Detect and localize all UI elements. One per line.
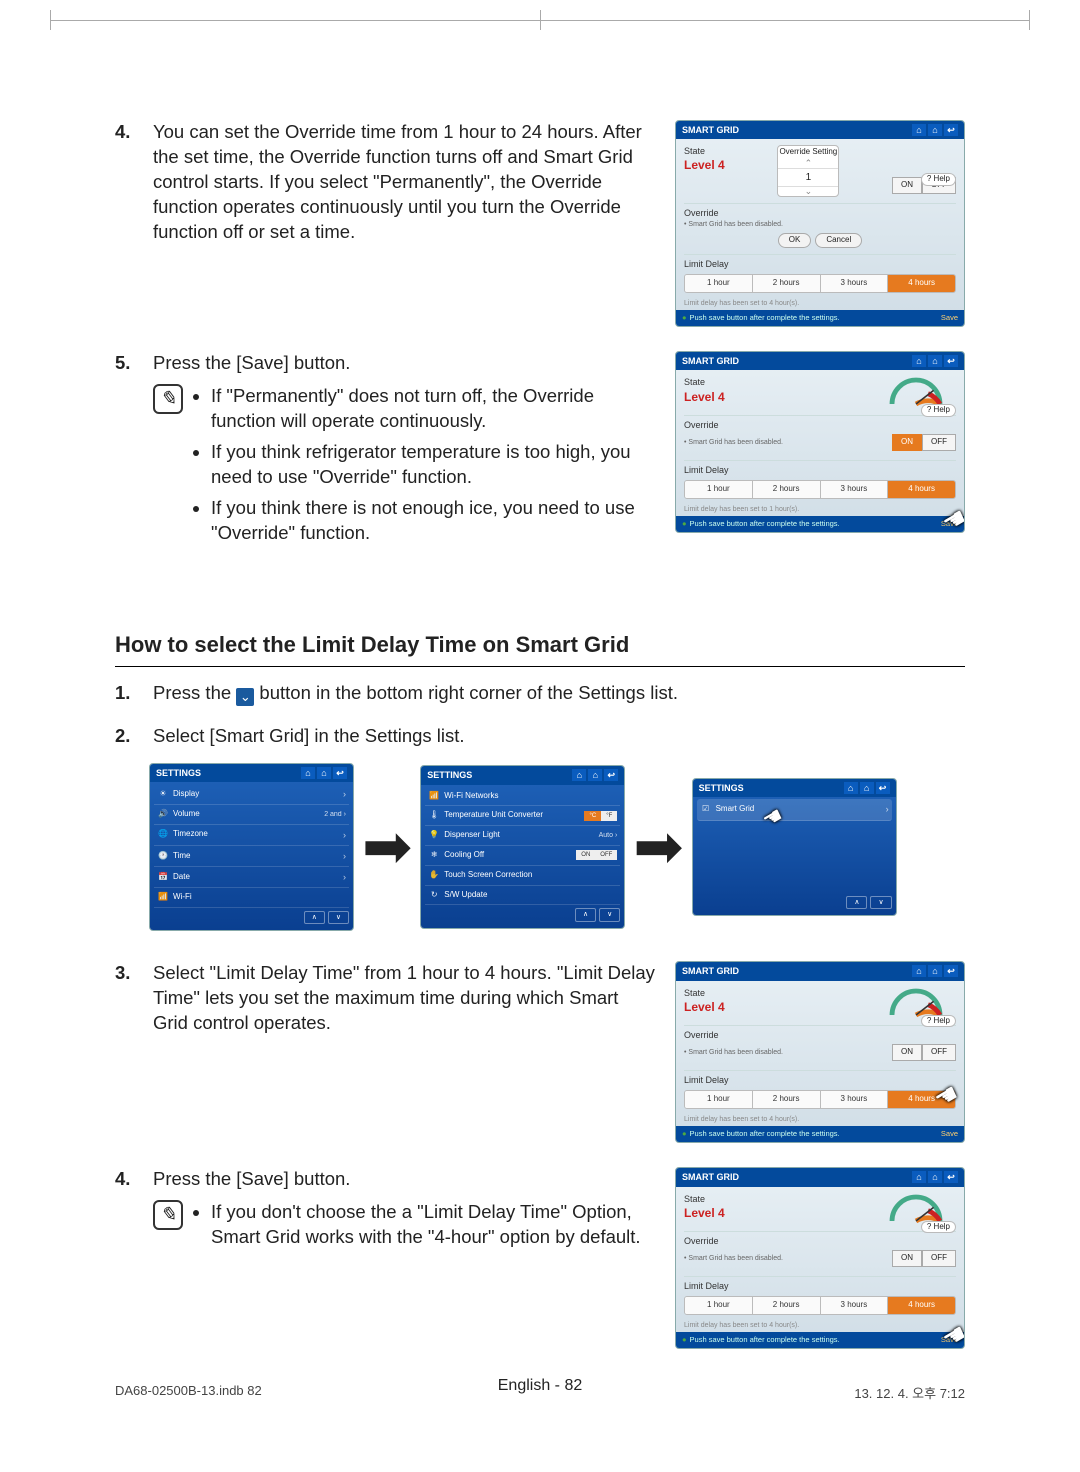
state-label: State	[684, 145, 725, 157]
step-2: 2. Select [Smart Grid] in the Settings l…	[115, 724, 965, 749]
screenshot-limit-delay: SMART GRID⌂⌂↩ StateLevel 4 ? Help Overri…	[675, 961, 965, 1143]
save-button[interactable]: Save	[941, 1335, 958, 1345]
note-icon: ✎	[153, 384, 183, 414]
override-stepper[interactable]: Override Setting ⌃ 1 ⌄	[777, 145, 839, 197]
step-text: You can set the Override time from 1 hou…	[153, 120, 655, 245]
note-icon: ✎	[153, 1200, 183, 1230]
limit-delay-label: Limit Delay	[684, 254, 956, 270]
note-step5: ✎ If "Permanently" does not turn off, th…	[153, 384, 655, 552]
arrow-icon: ➡	[633, 823, 683, 871]
smart-grid-item[interactable]: ☑Smart Grid›	[697, 799, 892, 820]
stepper-value: 1	[778, 168, 838, 188]
screenshot-settings-1: SETTINGS⌂⌂↩ ☀Display› 🔊Volume2 and › 🌐Ti…	[149, 763, 354, 932]
section-heading: How to select the Limit Delay Time on Sm…	[115, 630, 965, 660]
step-1: 1. Press the ⌄ button in the bottom righ…	[115, 681, 965, 706]
screenshot-settings-3: SETTINGS⌂⌂↩ ☑Smart Grid› ∧∨ ☚	[692, 778, 897, 916]
settings-sequence: SETTINGS⌂⌂↩ ☀Display› 🔊Volume2 and › 🌐Ti…	[149, 763, 965, 932]
screen-title: SMART GRID	[682, 124, 739, 136]
save-button[interactable]: Save	[941, 519, 958, 529]
save-button[interactable]: Save	[941, 313, 958, 323]
step-3: 3. Select "Limit Delay Time" from 1 hour…	[115, 961, 655, 1036]
level-value: Level 4	[684, 157, 725, 173]
titlebar-icons: ⌂⌂↩	[910, 124, 958, 136]
gauge-icon	[876, 1193, 956, 1225]
step-number: 4.	[115, 120, 139, 245]
screenshot-save-2: SMART GRID⌂⌂↩ StateLevel 4 ? Help Overri…	[675, 1167, 965, 1349]
screenshot-settings-2: SETTINGS⌂⌂↩ 📶Wi-Fi Networks 🌡Temperature…	[420, 765, 625, 928]
gauge-icon	[876, 987, 956, 1019]
override-label: Override	[684, 203, 956, 219]
print-footer: DA68-02500B-13.indb 82 13. 12. 4. 오후 7:1…	[115, 1383, 965, 1402]
ok-button[interactable]: OK	[778, 233, 812, 248]
down-arrow-icon: ⌄	[236, 688, 254, 706]
help-button[interactable]: ? Help	[921, 173, 956, 186]
step-5: 5. Press the [Save] button.	[115, 351, 655, 376]
chevron-up-icon[interactable]: ⌃	[805, 159, 813, 168]
step-4b: 4. Press the [Save] button.	[115, 1167, 655, 1192]
screenshot-override-setting: SMART GRID ⌂⌂↩ State Level 4 Override Set…	[675, 120, 965, 327]
step-4: 4. You can set the Override time from 1 …	[115, 120, 655, 245]
limit-delay-options[interactable]: 1 hour2 hours3 hours4 hours	[684, 274, 956, 293]
chevron-down-icon[interactable]: ⌄	[805, 187, 813, 196]
screenshot-save: SMART GRID⌂⌂↩ StateLevel 4 ? Help Overri…	[675, 351, 965, 533]
note-step4b: ✎ If you don't choose the a "Limit Delay…	[153, 1200, 655, 1256]
cancel-button[interactable]: Cancel	[815, 233, 862, 248]
arrow-icon: ➡	[362, 823, 412, 871]
